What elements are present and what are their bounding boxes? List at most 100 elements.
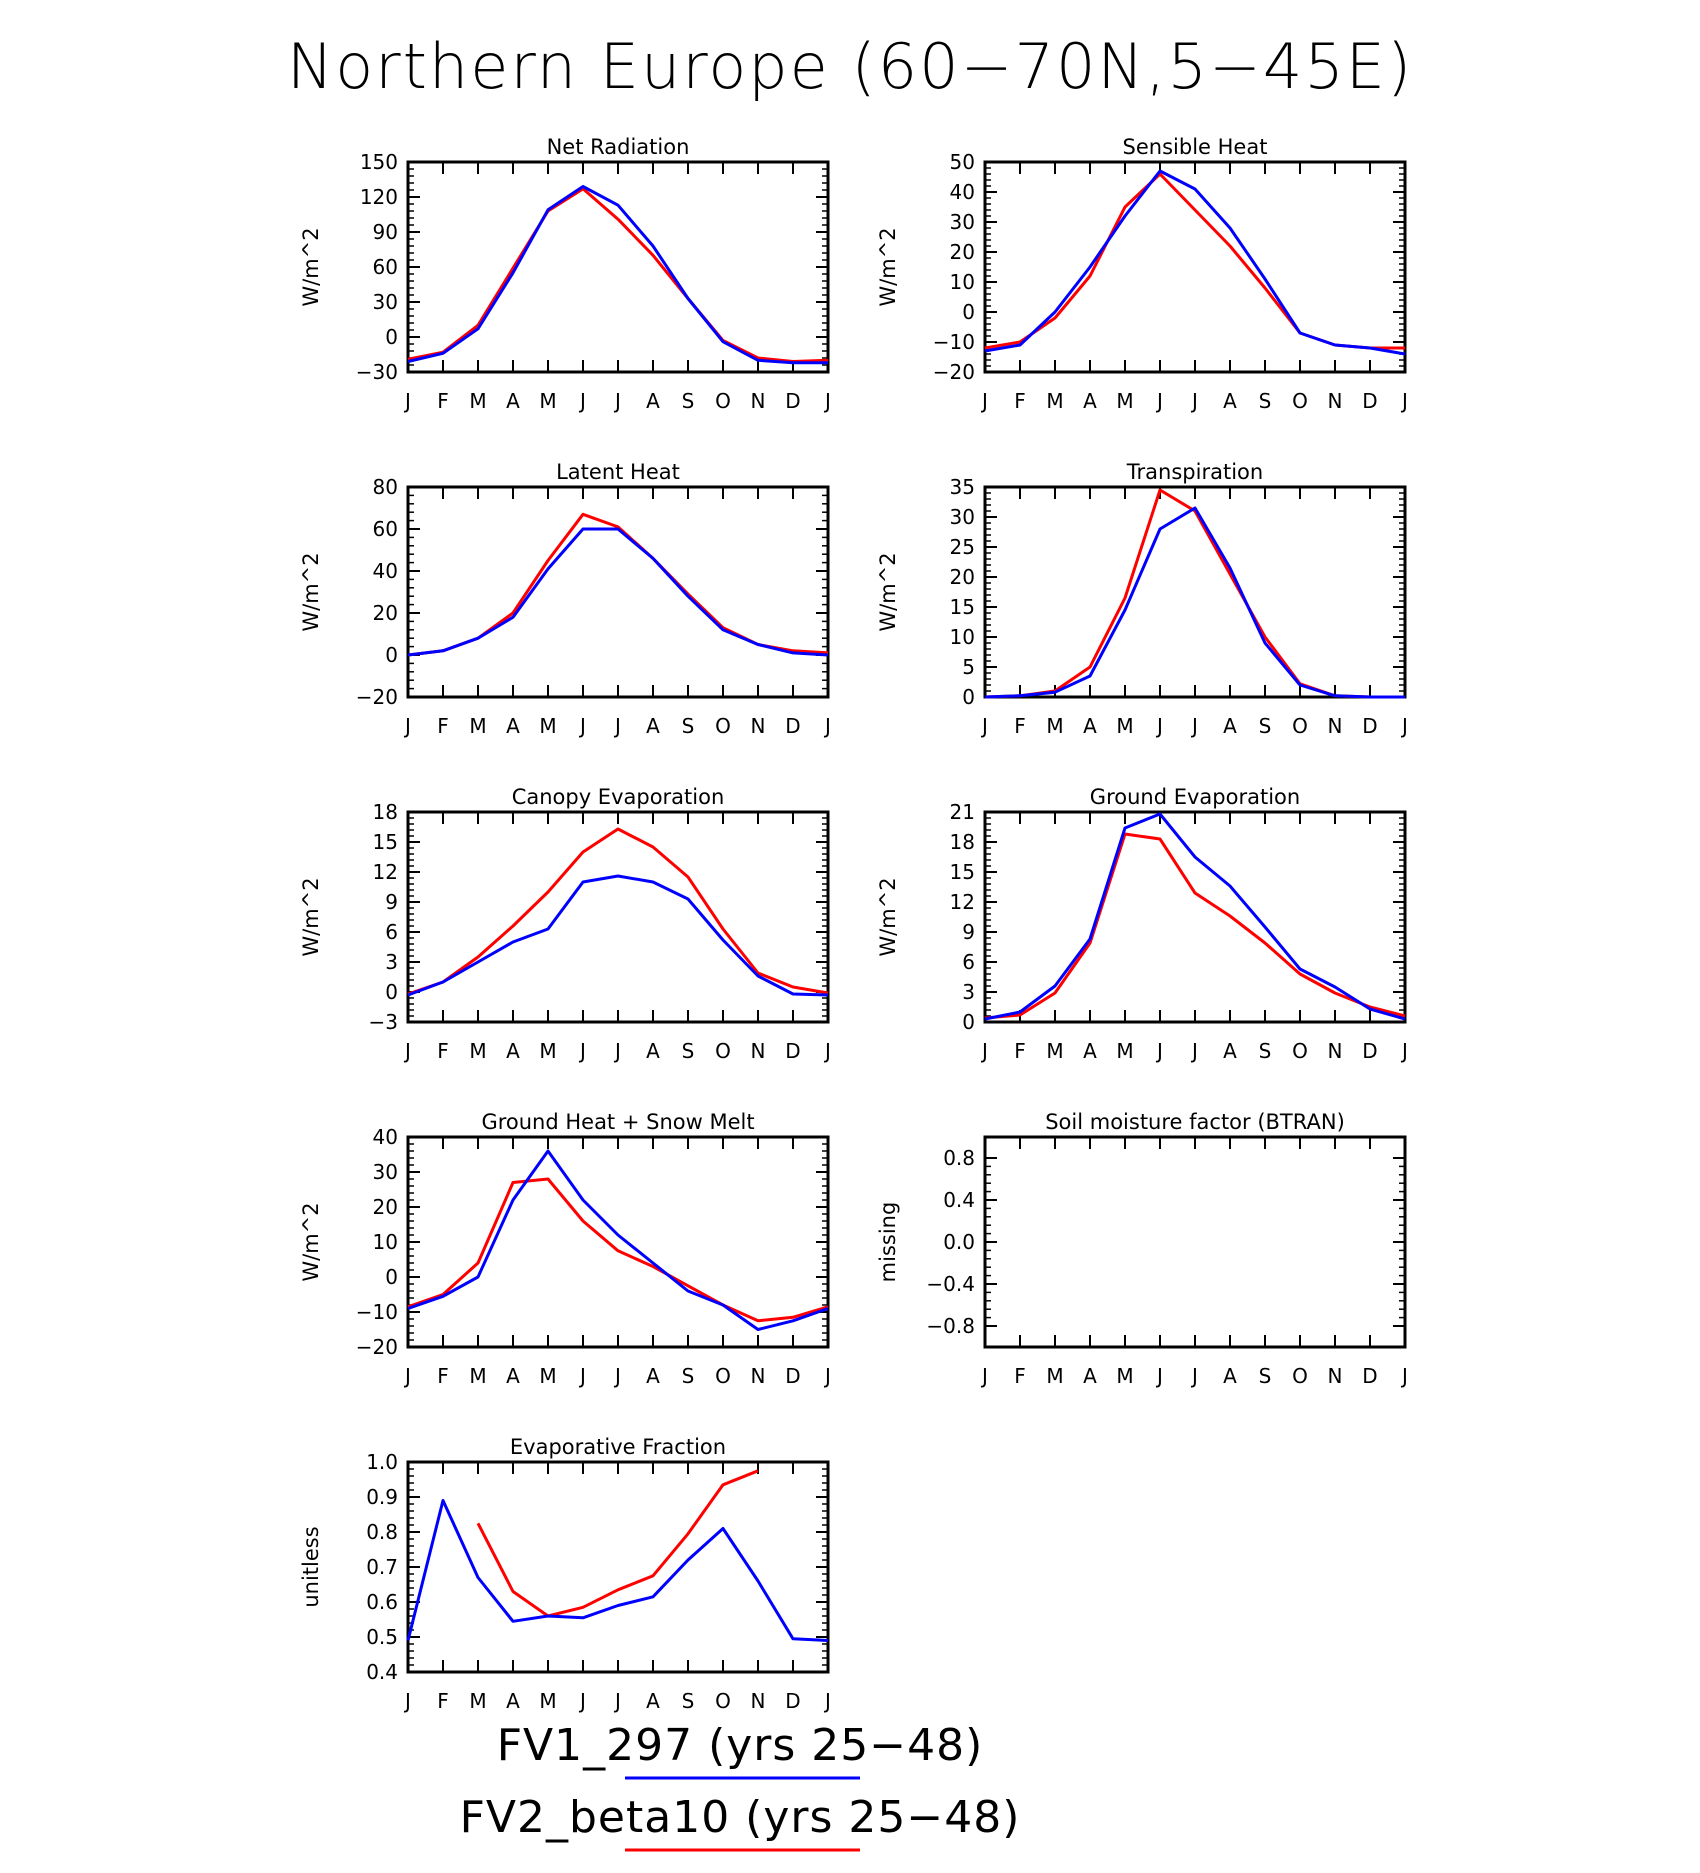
x-tick-label: A [1083,1364,1097,1388]
y-axis-label: W/m^2 [299,552,323,631]
x-tick-label: J [1155,1039,1163,1063]
x-tick-label: M [1116,1039,1133,1063]
x-tick-label: F [437,1039,449,1063]
x-tick-label: A [1083,1039,1097,1063]
y-tick-label: 6 [962,950,975,974]
y-axis-label: W/m^2 [876,227,900,306]
x-tick-label: J [578,1364,586,1388]
series-line-FV2_beta10 [984,172,1405,350]
y-tick-label: 20 [373,1195,398,1219]
y-tick-label: 0 [385,980,398,1004]
y-tick-label: −3 [369,1010,398,1034]
x-tick-label: M [1116,389,1133,413]
panel-title: Sensible Heat [1123,135,1268,159]
x-tick-label: J [1400,1364,1408,1388]
y-tick-label: 0 [962,1010,975,1034]
x-tick-label: M [539,714,556,738]
x-tick-label: O [1292,714,1308,738]
x-tick-label: D [1362,389,1377,413]
y-tick-label: 40 [373,1125,398,1149]
y-tick-label: 80 [373,475,398,499]
panel-frame [983,485,1407,699]
x-tick-label: J [613,389,621,413]
y-tick-label: 30 [373,1160,398,1184]
x-tick-label: J [403,1039,411,1063]
x-tick-label: J [823,1039,831,1063]
x-tick-label: M [1046,389,1063,413]
panel-title: Latent Heat [556,460,680,484]
y-axis-label: W/m^2 [299,227,323,306]
x-tick-label: O [715,1364,731,1388]
y-tick-label: 0.4 [943,1188,975,1212]
x-tick-label: J [980,1364,988,1388]
x-tick-label: F [437,389,449,413]
y-tick-label: −20 [933,360,975,384]
x-tick-label: O [715,714,731,738]
x-tick-label: J [980,714,988,738]
y-tick-label: 0.0 [943,1230,975,1254]
series-line-FV2_beta10 [407,187,829,363]
x-tick-label: O [1292,389,1308,413]
panel-frame [406,485,830,699]
series-line-FV2_beta10 [407,1177,829,1323]
y-tick-label: −30 [356,360,398,384]
y-tick-label: 0.5 [366,1625,398,1649]
x-tick-label: M [469,389,486,413]
x-tick-label: J [403,1689,411,1713]
y-tick-label: 0 [385,325,398,349]
x-tick-label: F [1014,1039,1026,1063]
x-tick-label: N [751,1039,766,1063]
x-tick-label: M [469,1689,486,1713]
x-tick-label: M [539,389,556,413]
x-tick-label: J [578,1039,586,1063]
x-tick-label: M [469,1364,486,1388]
x-tick-label: M [539,1039,556,1063]
y-tick-label: 10 [950,625,975,649]
x-tick-label: O [715,1689,731,1713]
x-tick-label: A [1083,714,1097,738]
x-tick-label: A [506,1364,520,1388]
panel-title: Soil moisture factor (BTRAN) [1045,1110,1345,1134]
x-tick-label: M [469,1039,486,1063]
series-line-FV1_297 [407,1149,829,1331]
x-tick-label: M [469,714,486,738]
x-tick-label: J [1155,714,1163,738]
y-tick-label: 40 [950,180,975,204]
x-tick-label: S [1259,1364,1272,1388]
x-tick-label: N [751,1364,766,1388]
x-tick-label: A [646,1364,660,1388]
x-tick-label: N [1328,714,1343,738]
x-tick-label: M [539,1689,556,1713]
y-tick-label: 12 [950,890,975,914]
series-line-FV1_297 [984,506,1405,699]
y-axis-label: W/m^2 [876,877,900,956]
y-tick-label: 12 [373,860,398,884]
legend: FV1_297 (yrs 25−48) FV2_beta10 (yrs 25−48… [460,1720,1019,1852]
y-tick-label: 50 [950,150,975,174]
x-tick-label: M [1116,714,1133,738]
x-tick-label: J [613,714,621,738]
x-tick-label: A [1223,1364,1237,1388]
y-tick-label: 0.4 [366,1660,398,1684]
x-tick-label: J [980,1039,988,1063]
y-tick-label: 0.8 [943,1146,975,1170]
y-tick-label: 20 [950,240,975,264]
x-tick-label: J [403,1364,411,1388]
x-tick-label: A [646,1689,660,1713]
x-tick-label: J [823,389,831,413]
y-tick-label: 120 [360,185,398,209]
y-tick-label: −20 [356,685,398,709]
x-tick-label: M [1116,1364,1133,1388]
y-axis-label: missing [876,1202,900,1283]
figure-title: Northern Europe (60−70N,5−45E) [286,30,1414,103]
y-tick-label: 0.7 [366,1555,398,1579]
x-tick-label: A [506,1039,520,1063]
x-tick-label: O [1292,1039,1308,1063]
x-tick-label: J [1155,389,1163,413]
